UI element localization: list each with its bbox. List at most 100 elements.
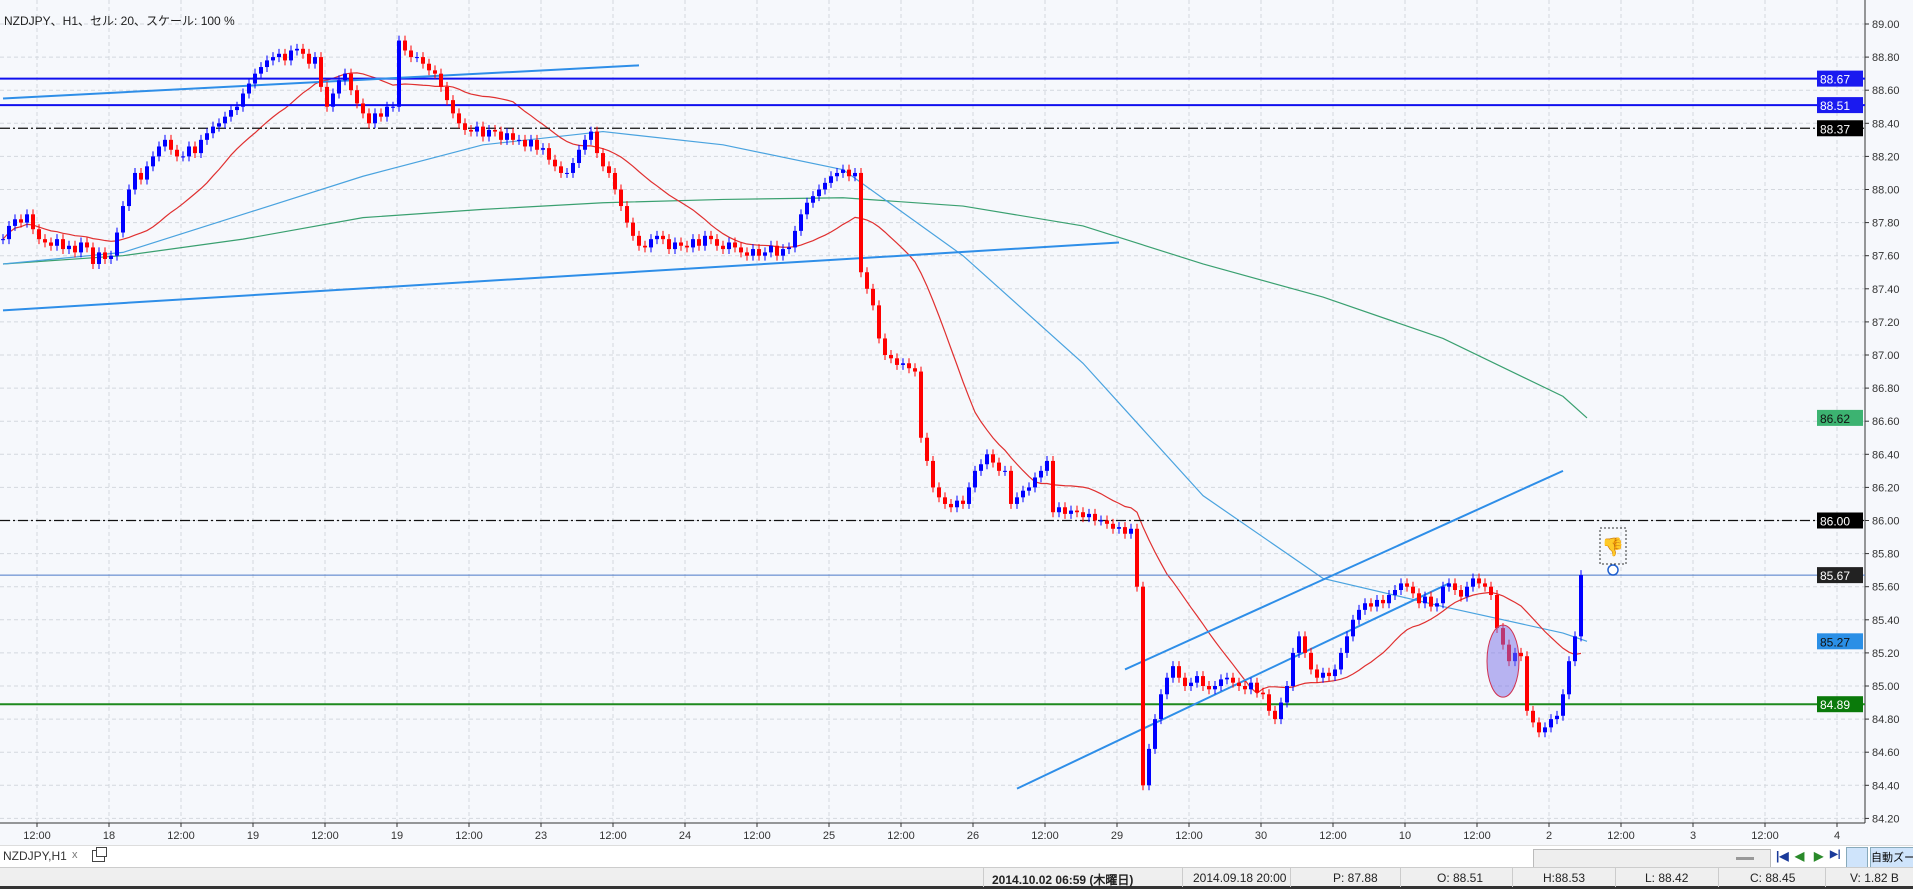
- x-tick-label: 12:00: [455, 830, 483, 842]
- candle-body: [1441, 586, 1445, 604]
- candle: [85, 237, 89, 253]
- candle: [13, 214, 17, 231]
- candle: [1447, 578, 1451, 592]
- ellipse-annotation: [1486, 624, 1520, 698]
- prev-button[interactable]: ◀: [1795, 849, 1805, 863]
- candle-body: [871, 288, 875, 306]
- candle-body: [1033, 477, 1037, 488]
- candle-body: [1321, 672, 1325, 678]
- candle-body: [1525, 656, 1529, 711]
- chart-tab-bar: NZDJPY,H1 x |◀ ◀ ▶ ▶| 自動ズーム: [0, 845, 1913, 869]
- candle: [619, 184, 623, 212]
- last-button[interactable]: ▶|: [1830, 849, 1841, 860]
- candle-body: [991, 454, 995, 463]
- price-label: 84.89: [1820, 698, 1850, 712]
- candle: [1021, 485, 1025, 503]
- candle-body: [787, 247, 791, 250]
- candle: [511, 128, 515, 145]
- candle: [1375, 594, 1379, 612]
- candle-body: [619, 189, 623, 207]
- x-tick-label: 19: [391, 830, 403, 842]
- candle-body: [931, 460, 935, 488]
- layout-icon[interactable]: [1846, 847, 1868, 869]
- candle-body: [1405, 583, 1409, 587]
- candle-body: [601, 153, 605, 167]
- candle: [697, 234, 701, 251]
- candle-body: [199, 139, 203, 154]
- scrollbar-thumb[interactable]: [1736, 857, 1754, 860]
- candle-body: [1555, 715, 1559, 720]
- candle-body: [337, 80, 341, 94]
- chart-tab[interactable]: NZDJPY,H1: [3, 849, 67, 863]
- candle-body: [271, 57, 275, 61]
- candle: [379, 108, 383, 122]
- candle-body: [175, 149, 179, 157]
- candle-body: [511, 133, 515, 140]
- candle: [1459, 585, 1463, 602]
- close-icon[interactable]: x: [72, 849, 78, 861]
- candle-body: [799, 214, 803, 231]
- candle: [67, 240, 71, 255]
- next-button[interactable]: ▶: [1814, 849, 1824, 863]
- candle-body: [1393, 590, 1397, 595]
- candle: [1483, 578, 1487, 592]
- price-label: 88.37: [1820, 122, 1850, 136]
- candle: [1207, 681, 1211, 695]
- candle: [1363, 598, 1367, 615]
- candle-body: [985, 454, 989, 465]
- candle-body: [649, 239, 653, 248]
- candle-body: [1363, 603, 1367, 610]
- candle: [1033, 472, 1037, 493]
- candle: [781, 244, 785, 261]
- candle: [961, 495, 965, 509]
- candle-body: [733, 242, 737, 248]
- candle-body: [109, 255, 113, 260]
- price-chart[interactable]: 89.00 88.80 88.60 88.40 88.20 88.00 87.80 87.60…: [0, 0, 1913, 845]
- candle: [673, 237, 677, 255]
- candle-body: [277, 53, 281, 58]
- candle-body: [193, 146, 197, 154]
- candle: [73, 240, 77, 258]
- x-tick-label: 24: [679, 830, 691, 842]
- candle: [1321, 667, 1325, 683]
- candle-body: [1315, 669, 1319, 678]
- status-open: O: 88.51: [1437, 871, 1484, 885]
- candle-body: [1519, 652, 1523, 657]
- candle-body: [1171, 666, 1175, 678]
- candle-body: [589, 131, 593, 140]
- candle-body: [703, 235, 707, 246]
- candle: [1117, 522, 1121, 534]
- chart-scrollbar[interactable]: [1533, 849, 1771, 868]
- candle: [1261, 687, 1265, 700]
- marker-circle: [1607, 564, 1619, 576]
- candle-body: [961, 500, 965, 504]
- candle-body: [379, 113, 383, 117]
- x-tick-label: 18: [103, 830, 115, 842]
- x-tick-label: 3: [1690, 830, 1696, 842]
- candle: [235, 101, 239, 116]
- candle: [1399, 578, 1403, 595]
- candle: [1273, 705, 1277, 725]
- candle-body: [1219, 679, 1223, 686]
- candle: [1249, 677, 1253, 695]
- candle-body: [151, 156, 155, 167]
- y-tick-label: 88.40: [1872, 118, 1900, 130]
- candle: [1315, 664, 1319, 683]
- window-restore-icon[interactable]: [92, 847, 107, 862]
- candle-body: [367, 113, 371, 124]
- first-button[interactable]: |◀: [1776, 849, 1789, 863]
- status-p: P: 87.88: [1333, 871, 1378, 885]
- y-tick-label: 87.00: [1872, 350, 1900, 362]
- candle: [397, 35, 401, 112]
- candle-body: [967, 487, 971, 504]
- auto-zoom-button[interactable]: 自動ズーム: [1870, 847, 1913, 869]
- price-label: 86.00: [1820, 515, 1850, 529]
- candle-body: [253, 73, 257, 84]
- candle: [931, 455, 935, 493]
- x-tick-label: 19: [247, 830, 259, 842]
- candle-body: [241, 93, 245, 107]
- candle-body: [1561, 694, 1565, 716]
- candle-body: [157, 146, 161, 157]
- candle: [205, 128, 209, 145]
- candle: [661, 230, 665, 245]
